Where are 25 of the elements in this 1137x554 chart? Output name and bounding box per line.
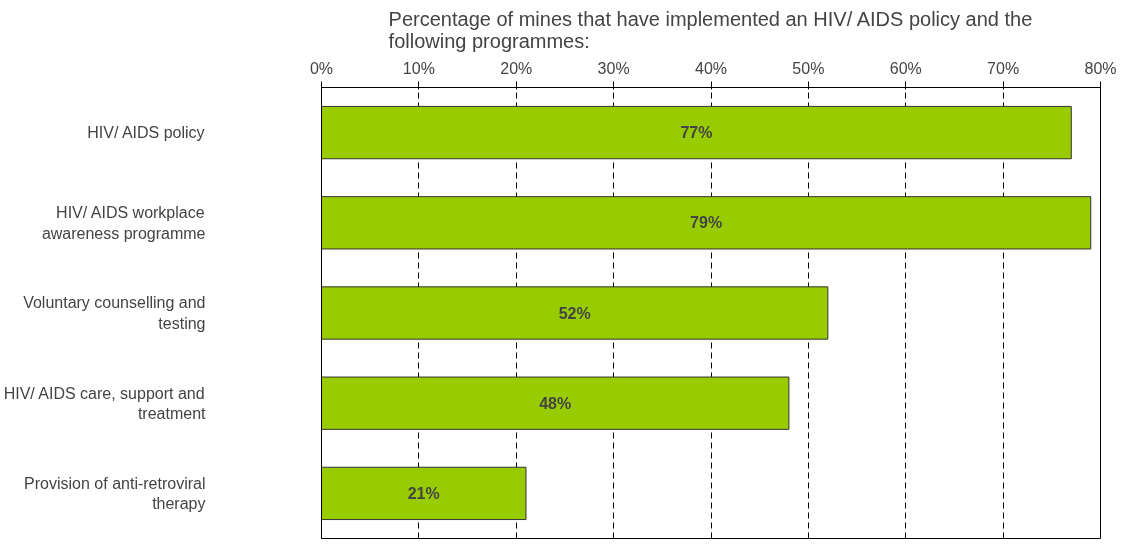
data-label: 48%	[539, 394, 572, 412]
bar	[321, 105, 1072, 160]
data-label: 77%	[680, 124, 713, 142]
x-tick-label: 30%	[597, 59, 630, 77]
y-tick-label: Voluntary counselling and testing	[23, 294, 206, 332]
x-tick-label: 60%	[889, 59, 922, 77]
bar	[321, 466, 527, 521]
data-label: 52%	[558, 304, 591, 322]
data-label: 79%	[690, 214, 723, 232]
x-tick-label: 40%	[694, 59, 728, 77]
data-label: 21%	[407, 484, 440, 502]
y-tick-label: Provision of anti-retroviral therapy	[24, 474, 206, 513]
x-tick-label: 70%	[987, 59, 1020, 77]
y-tick-label: HIV/ AIDS policy	[87, 124, 205, 142]
x-tick-label: 0%	[309, 59, 334, 77]
bar	[321, 376, 790, 430]
x-tick-label: 50%	[792, 59, 825, 77]
y-tick-label: HIV/ AIDS workplace awareness programme	[41, 204, 206, 242]
bar	[321, 286, 829, 340]
x-tick-label: 10%	[402, 59, 435, 77]
bar	[321, 196, 1092, 250]
x-tick-label: 80%	[1084, 59, 1117, 77]
x-tick-label: 20%	[500, 59, 533, 77]
y-tick-label: HIV/ AIDS care, support and treatment	[3, 384, 207, 422]
chart-title: Percentage of mines that have implemented an HIV/ AIDS policy and the following programmes:	[388, 7, 1033, 52]
